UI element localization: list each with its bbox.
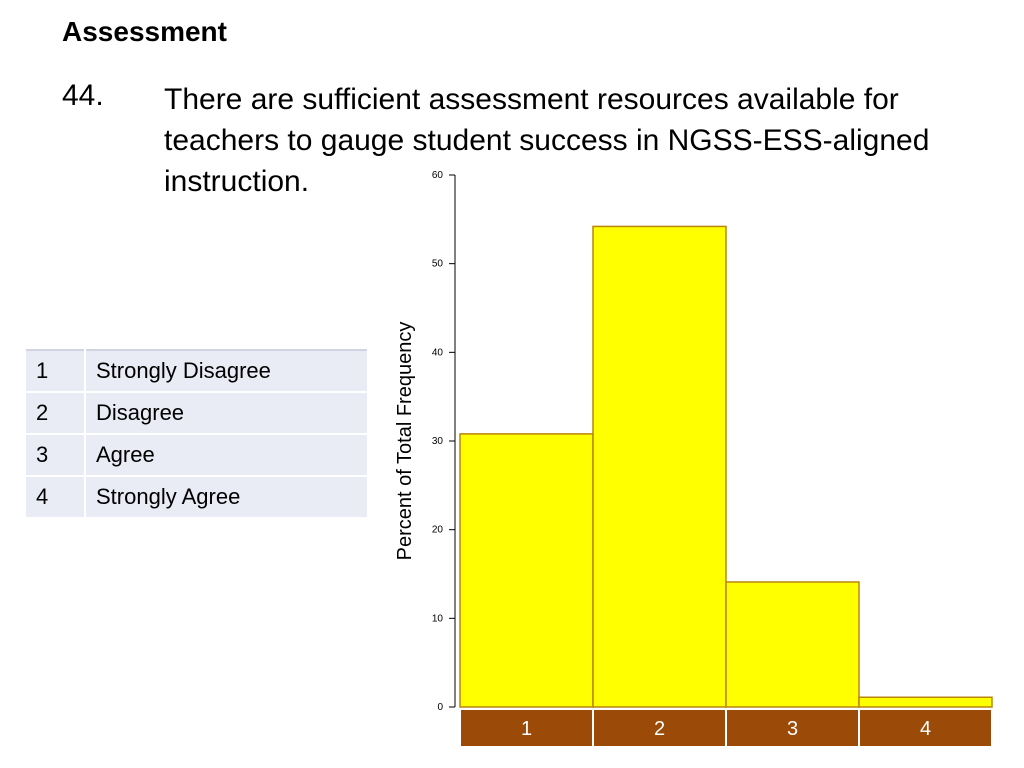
y-tick-label: 0	[437, 702, 443, 713]
section-title: Assessment	[62, 16, 227, 47]
table-row: 2 Disagree	[26, 392, 367, 435]
scale-value: 3	[26, 434, 86, 477]
y-tick-label: 10	[432, 613, 444, 624]
question-line: There are sufficient assessment resource…	[164, 83, 899, 116]
y-tick-label: 50	[432, 259, 444, 270]
bar	[592, 225, 727, 708]
y-axis-title: Percent of Total Frequency	[394, 322, 416, 561]
scale-label: Agree	[85, 434, 367, 477]
category-cell	[725, 708, 860, 748]
scale-label: Disagree	[85, 392, 367, 435]
table-row: 1 Strongly Disagree	[26, 349, 367, 393]
bar	[858, 696, 993, 708]
y-tick-label: 60	[432, 170, 444, 181]
category-label: 4	[920, 718, 931, 740]
scale-value: 1	[26, 349, 86, 393]
category-label: 2	[654, 718, 665, 740]
question-text: There are sufficient assessment resource…	[164, 79, 944, 202]
table-row: 3 Agree	[26, 434, 367, 477]
category-cell	[592, 708, 727, 748]
bar	[725, 581, 860, 708]
scale-value: 4	[26, 476, 86, 519]
bar	[459, 433, 594, 708]
category-cell	[459, 708, 594, 748]
category-cell	[858, 708, 993, 748]
y-tick-label: 20	[432, 525, 444, 536]
question-line: teachers to gauge student success in NGS…	[164, 124, 930, 157]
category-label: 3	[787, 718, 798, 740]
y-tick-label: 30	[432, 436, 444, 447]
scale-value: 2	[26, 392, 86, 435]
category-label: 1	[521, 718, 532, 740]
scale-label: Strongly Agree	[85, 476, 367, 519]
scale-label: Strongly Disagree	[85, 349, 367, 393]
question-line: instruction.	[164, 165, 310, 198]
response-scale-table: 1 Strongly Disagree 2 Disagree 3 Agree 4…	[26, 349, 367, 519]
y-tick-label: 40	[432, 347, 444, 358]
question-number: 44.	[62, 79, 104, 112]
table-row: 4 Strongly Agree	[26, 476, 367, 519]
